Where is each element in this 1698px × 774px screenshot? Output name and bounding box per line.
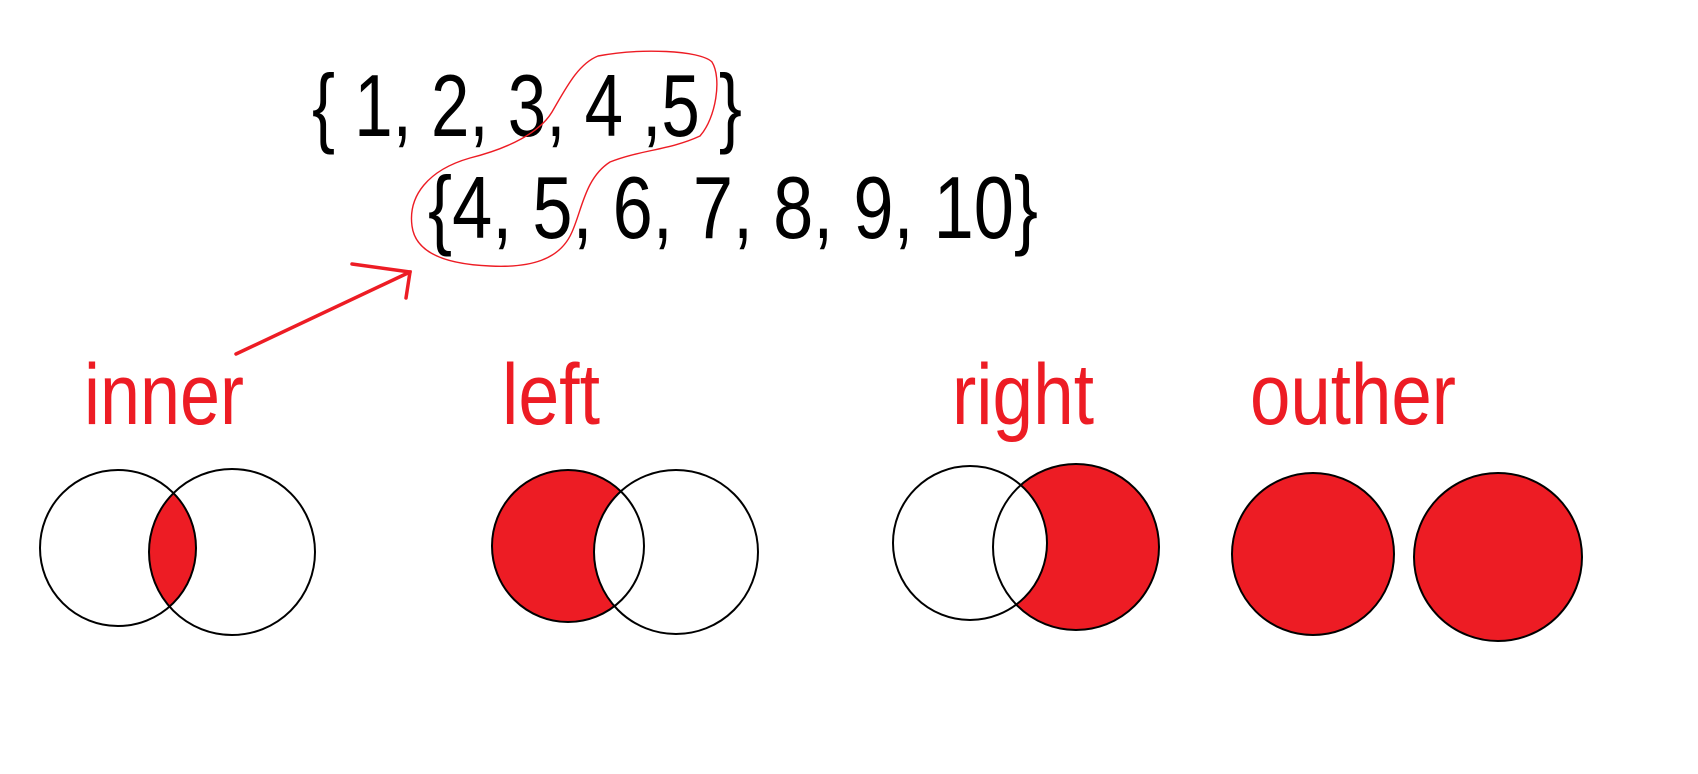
arrow-pointer bbox=[234, 262, 412, 356]
set-a-text: { 1, 2, 3, 4 ,5 } bbox=[312, 56, 742, 155]
venn-left bbox=[491, 469, 759, 635]
join-label-outher: outher bbox=[1250, 347, 1456, 443]
overlap-highlight-loop bbox=[410, 50, 718, 267]
venn-inner bbox=[39, 468, 316, 636]
venn-outer bbox=[1231, 472, 1583, 642]
set-b-text: {4, 5, 6, 7, 8, 9, 10} bbox=[428, 158, 1038, 257]
join-label-inner: inner bbox=[84, 347, 244, 443]
join-label-left: left bbox=[502, 347, 600, 443]
join-label-right: right bbox=[952, 347, 1094, 443]
venn-right bbox=[892, 463, 1160, 631]
